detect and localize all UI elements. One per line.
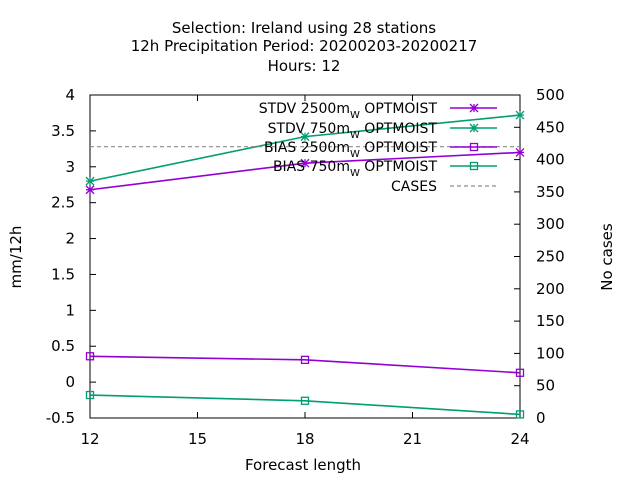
- series-2-point: [515, 368, 525, 377]
- series-0-point: [515, 147, 525, 157]
- y2-tick-label: 150: [536, 312, 565, 330]
- series-2-point: [85, 352, 95, 361]
- y2-tick-label: 300: [536, 215, 565, 233]
- y-tick-label: 3: [65, 158, 75, 176]
- y-tick-label: 2: [65, 230, 75, 248]
- legend-name: STDV 2500m: [259, 101, 350, 117]
- x-tick-label: 21: [403, 430, 422, 448]
- title-line-1: Selection: Ireland using 28 stations: [172, 19, 436, 37]
- series-line-2: [89, 355, 521, 374]
- title-line-3: Hours: 12: [268, 57, 341, 75]
- legend-subscript: W: [350, 130, 360, 141]
- chart-title: Selection: Ireland using 28 stations 12h…: [131, 19, 478, 75]
- y-axis-label: mm/12h: [7, 226, 25, 289]
- x-tick-label: 24: [510, 430, 529, 448]
- legend-marker-2: [469, 142, 479, 152]
- series-layer: [85, 110, 525, 419]
- x-axis-label: Forecast length: [245, 456, 361, 474]
- legend-label-1: STDV 750mW OPTMOIST: [268, 121, 438, 141]
- y-tick-label: 1: [65, 301, 75, 319]
- series-line-3: [89, 394, 521, 416]
- y2-tick-label: 450: [536, 118, 565, 136]
- legend-suffix: OPTMOIST: [360, 140, 438, 156]
- legend-label-4: CASES: [391, 179, 437, 195]
- legend-label-3: BIAS 750mW OPTMOIST: [273, 159, 437, 179]
- y2-tick-label: 100: [536, 344, 565, 362]
- series-0-point: [300, 158, 310, 168]
- y-tick-label: 1.5: [51, 265, 75, 283]
- y2-tick-label: 200: [536, 280, 565, 298]
- y-tick-label: 4: [65, 86, 75, 104]
- series-3-point: [300, 396, 310, 405]
- y-tick-label: 0: [65, 373, 75, 391]
- y2-tick-label: 400: [536, 151, 565, 169]
- legend-label-2: BIAS 2500mW OPTMOIST: [264, 140, 437, 160]
- x-tick-label: 15: [188, 430, 207, 448]
- legend-name: STDV 750m: [268, 121, 350, 137]
- legend-name: BIAS 750m: [273, 159, 350, 175]
- y-tick-label: -0.5: [46, 409, 75, 427]
- legend-marker-0: [469, 103, 479, 113]
- legend-suffix: OPTMOIST: [360, 121, 438, 137]
- legend-subscript: W: [350, 168, 360, 179]
- title-line-2: 12h Precipitation Period: 20200203-20200…: [131, 37, 478, 55]
- legend-subscript: W: [350, 110, 360, 121]
- legend-suffix: OPTMOIST: [360, 101, 438, 117]
- series-1-point: [85, 176, 95, 186]
- series-3-point: [515, 410, 525, 419]
- x-tick-label: 18: [295, 430, 314, 448]
- y2-axis-label: No cases: [598, 223, 616, 291]
- series-3-point: [85, 390, 95, 400]
- series-1-point: [300, 132, 310, 142]
- y-tick-label: 0.5: [51, 337, 75, 355]
- y2-tick-label: 50: [536, 377, 555, 395]
- y2-tick-label: 350: [536, 183, 565, 201]
- legend-label-0: STDV 2500mW OPTMOIST: [259, 101, 438, 121]
- series-2-point: [300, 355, 310, 365]
- y-tick-label: 3.5: [51, 122, 75, 140]
- y2-tick-label: 0: [536, 409, 546, 427]
- legend-name: CASES: [391, 179, 437, 195]
- legend-subscript: W: [350, 149, 360, 160]
- series-0-point: [85, 185, 95, 195]
- y2-tick-label: 250: [536, 248, 565, 266]
- y2-tick-label: 500: [536, 86, 565, 104]
- legend-name: BIAS 2500m: [264, 140, 350, 156]
- legend-suffix: OPTMOIST: [360, 159, 438, 175]
- series-1-point: [515, 110, 525, 120]
- axis-ticks: 12 15 18 21 24 -0.5 0 0.5 1 1.5 2 2.5 3 3.5 4 0 50 100 150…: [46, 86, 565, 448]
- x-tick-label: 12: [80, 430, 99, 448]
- legend-marker-1: [469, 123, 479, 133]
- y-tick-label: 2.5: [51, 194, 75, 212]
- legend-marker-3: [469, 161, 479, 171]
